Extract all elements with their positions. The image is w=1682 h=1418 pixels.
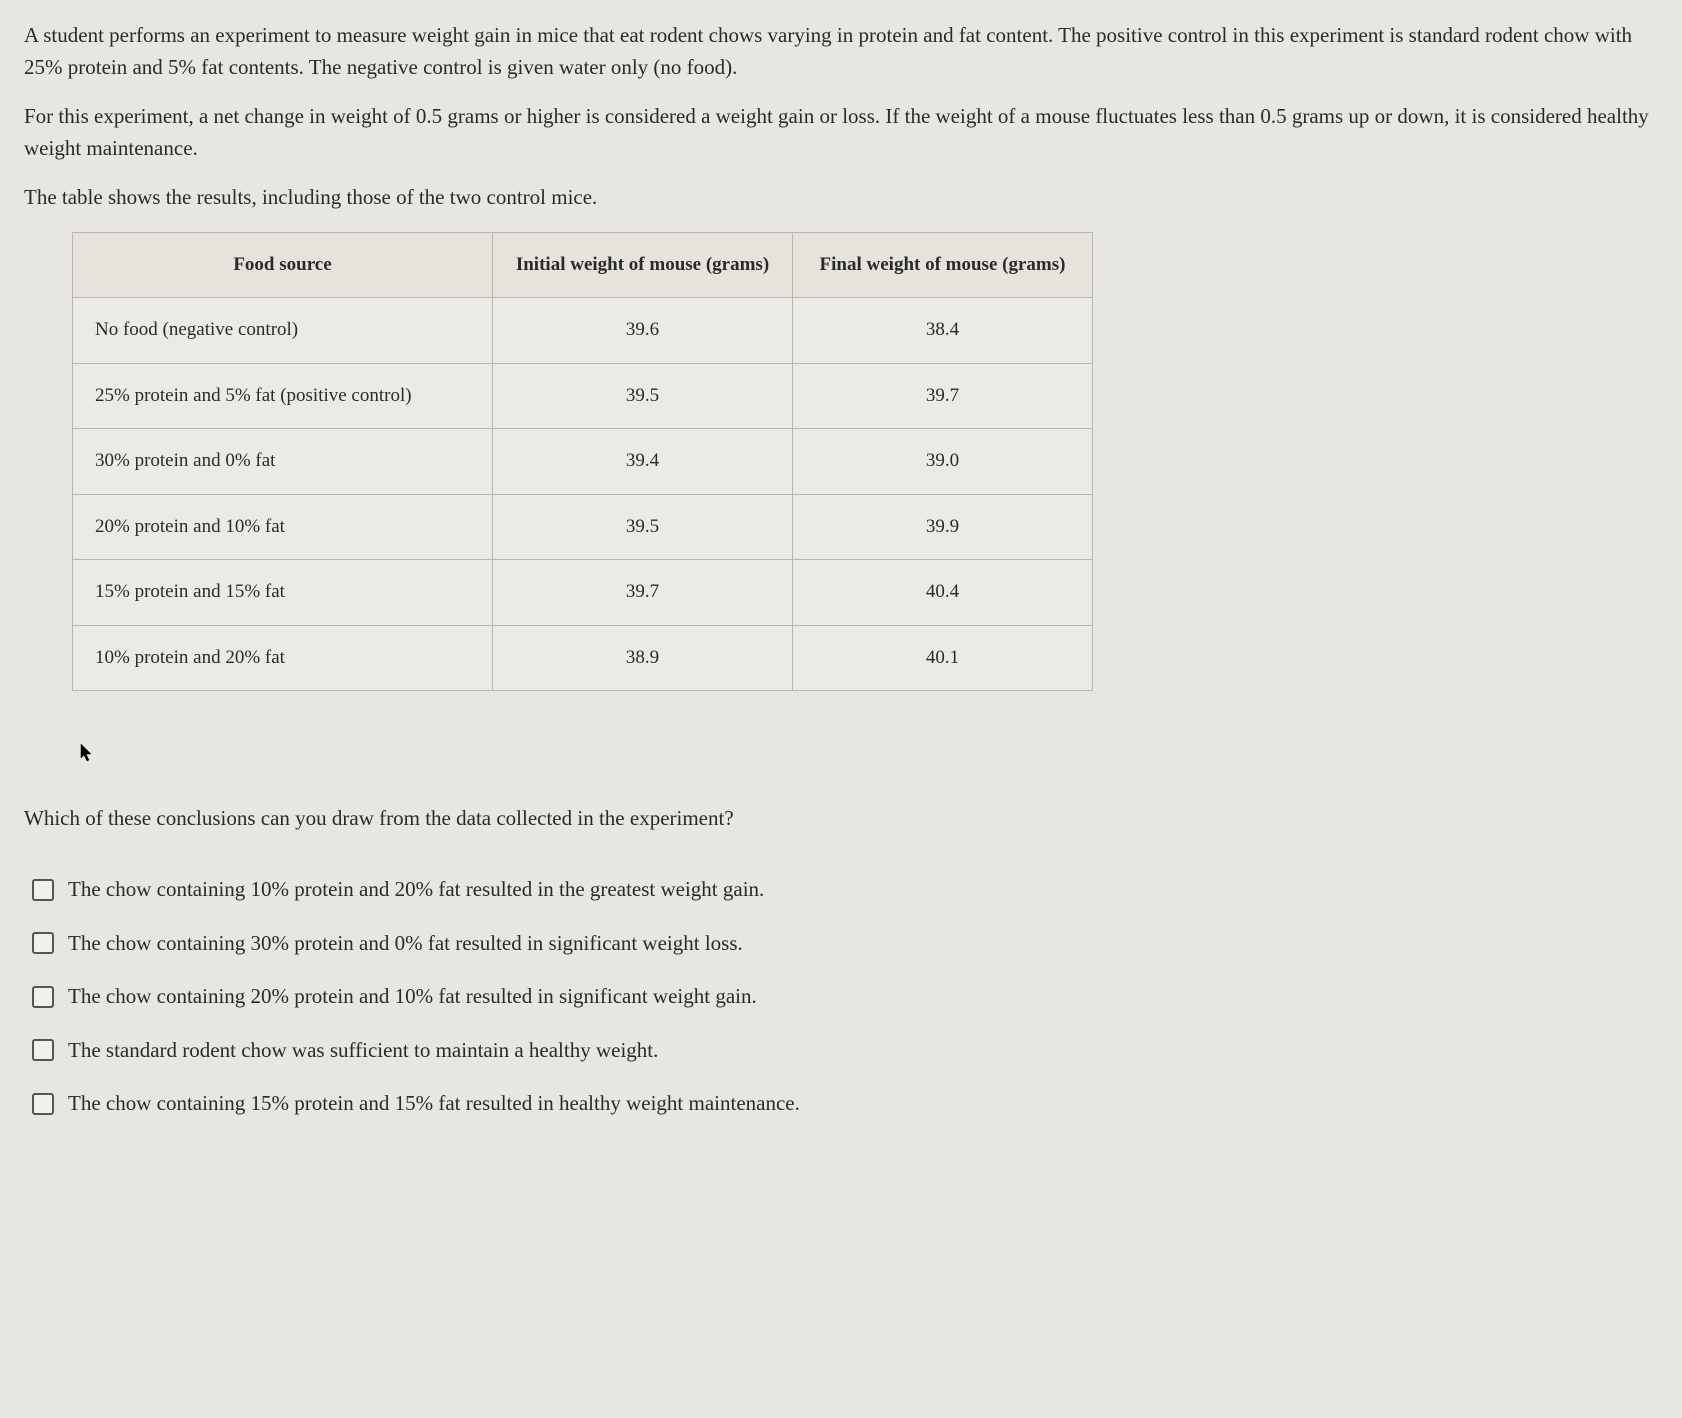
option-label: The chow containing 10% protein and 20% … [68, 874, 764, 906]
cell-initial: 39.6 [493, 298, 793, 364]
col-header-initial: Initial weight of mouse (grams) [493, 232, 793, 298]
intro-paragraph-1: A student performs an experiment to meas… [24, 20, 1658, 83]
checkbox[interactable] [32, 1093, 54, 1115]
cell-food: No food (negative control) [73, 298, 493, 364]
table-row: No food (negative control) 39.6 38.4 [73, 298, 1093, 364]
cell-food: 30% protein and 0% fat [73, 429, 493, 495]
intro-paragraph-3: The table shows the results, including t… [24, 182, 1658, 214]
table-row: 15% protein and 15% fat 39.7 40.4 [73, 560, 1093, 626]
option-label: The standard rodent chow was sufficient … [68, 1035, 658, 1067]
col-header-food: Food source [73, 232, 493, 298]
table-row: 20% protein and 10% fat 39.5 39.9 [73, 494, 1093, 560]
checkbox[interactable] [32, 986, 54, 1008]
cell-initial: 38.9 [493, 625, 793, 691]
table-row: 10% protein and 20% fat 38.9 40.1 [73, 625, 1093, 691]
cell-final: 39.0 [793, 429, 1093, 495]
cell-initial: 39.7 [493, 560, 793, 626]
checkbox[interactable] [32, 879, 54, 901]
checkbox[interactable] [32, 1039, 54, 1061]
option-row: The chow containing 15% protein and 15% … [32, 1088, 1658, 1120]
results-table: Food source Initial weight of mouse (gra… [72, 232, 1093, 692]
cell-initial: 39.4 [493, 429, 793, 495]
cell-initial: 39.5 [493, 363, 793, 429]
option-label: The chow containing 20% protein and 10% … [68, 981, 757, 1013]
table-row: 30% protein and 0% fat 39.4 39.0 [73, 429, 1093, 495]
cell-final: 39.7 [793, 363, 1093, 429]
cell-food: 15% protein and 15% fat [73, 560, 493, 626]
option-label: The chow containing 30% protein and 0% f… [68, 928, 743, 960]
cell-food: 25% protein and 5% fat (positive control… [73, 363, 493, 429]
options-group: The chow containing 10% protein and 20% … [32, 874, 1658, 1120]
option-row: The chow containing 20% protein and 10% … [32, 981, 1658, 1013]
option-row: The chow containing 10% protein and 20% … [32, 874, 1658, 906]
table-row: 25% protein and 5% fat (positive control… [73, 363, 1093, 429]
cell-food: 10% protein and 20% fat [73, 625, 493, 691]
col-header-final: Final weight of mouse (grams) [793, 232, 1093, 298]
intro-paragraph-2: For this experiment, a net change in wei… [24, 101, 1658, 164]
table-header-row: Food source Initial weight of mouse (gra… [73, 232, 1093, 298]
cell-final: 40.4 [793, 560, 1093, 626]
option-row: The chow containing 30% protein and 0% f… [32, 928, 1658, 960]
cell-final: 39.9 [793, 494, 1093, 560]
checkbox[interactable] [32, 932, 54, 954]
cell-final: 38.4 [793, 298, 1093, 364]
question-text: Which of these conclusions can you draw … [24, 803, 1658, 835]
cell-final: 40.1 [793, 625, 1093, 691]
cursor-icon [80, 741, 94, 761]
cell-food: 20% protein and 10% fat [73, 494, 493, 560]
cell-initial: 39.5 [493, 494, 793, 560]
option-label: The chow containing 15% protein and 15% … [68, 1088, 800, 1120]
option-row: The standard rodent chow was sufficient … [32, 1035, 1658, 1067]
